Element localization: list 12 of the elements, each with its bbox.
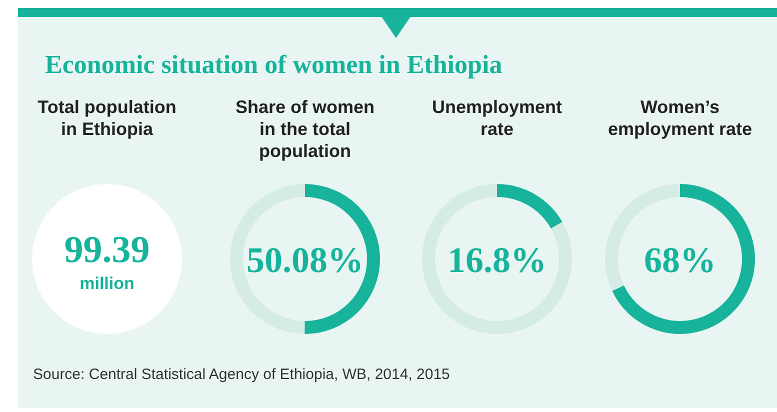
text: 16.8% [448, 240, 546, 280]
chart-title: Share of women in the total population [234, 96, 376, 163]
source-note: Source: Central Statistical Agency of Ethiopia, WB, 2014, 2015 [33, 366, 450, 383]
text: 50.08% [246, 240, 364, 280]
chart-title: Women’s employment rate [606, 96, 754, 141]
donut-slice [497, 184, 562, 228]
chart-title: Unemployment rate [430, 96, 564, 141]
donut-slice [422, 184, 572, 334]
text: 68% [644, 240, 716, 280]
donut-slice [612, 184, 755, 334]
text: Total population in Ethiopia [36, 96, 178, 141]
text: Economic situation of women in Ethiopia [45, 50, 502, 80]
